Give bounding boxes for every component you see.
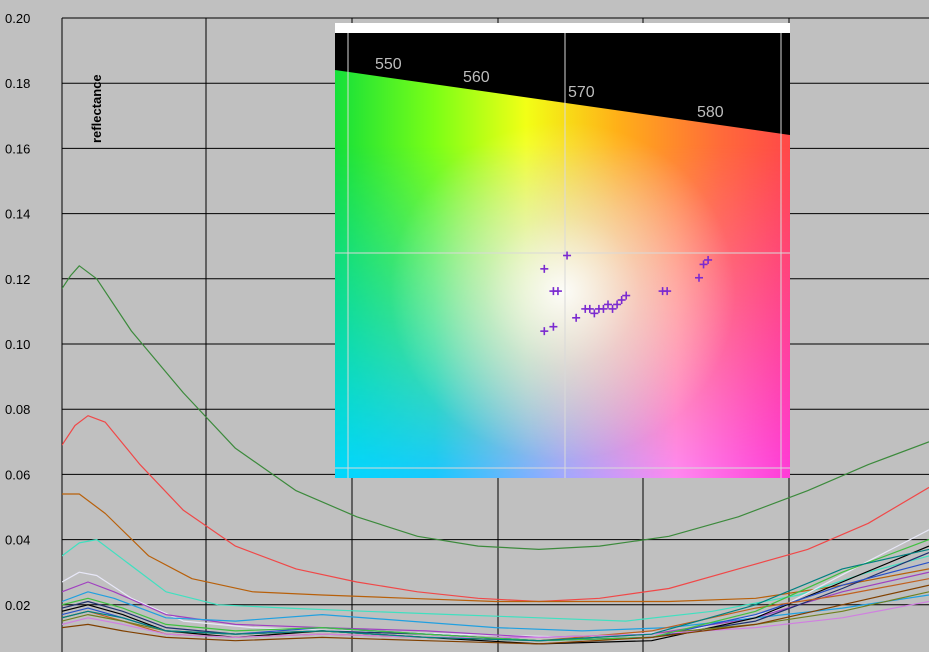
wavelength-label-550: 550 bbox=[375, 56, 402, 73]
series-line-3 bbox=[62, 539, 929, 622]
y-tick-label-8: 0.18 bbox=[5, 76, 30, 91]
inset-marker-11 bbox=[599, 304, 608, 313]
y-tick-labels: 0.02 0.04 0.06 0.08 0.10 0.12 0.14 0.16 0.18 0.20 bbox=[5, 11, 30, 613]
inset-marker-8 bbox=[585, 304, 594, 313]
inset-marker-6 bbox=[572, 313, 581, 322]
inset-marker-14 bbox=[613, 300, 622, 309]
series-line-7 bbox=[62, 552, 929, 642]
y-tick-label-5: 0.12 bbox=[5, 272, 30, 287]
series-line-5 bbox=[62, 571, 929, 638]
y-tick-label-7: 0.16 bbox=[5, 141, 30, 156]
y-axis-label: reflectance bbox=[89, 74, 104, 143]
inset-marker-0 bbox=[540, 264, 549, 273]
inset-marker-9 bbox=[590, 309, 599, 318]
wavelength-label-560: 560 bbox=[463, 69, 490, 86]
series-line-15 bbox=[62, 548, 929, 642]
y-tick-label-0: 0.02 bbox=[5, 598, 30, 613]
series-lines bbox=[62, 265, 929, 645]
series-line-14 bbox=[62, 584, 929, 645]
inset-marker-3 bbox=[563, 251, 572, 260]
inset-marker-2 bbox=[553, 287, 562, 296]
series-line-10 bbox=[62, 578, 929, 642]
inset-marker-13 bbox=[608, 304, 617, 313]
y-tick-label-9: 0.20 bbox=[5, 11, 30, 26]
inset-markers bbox=[540, 251, 713, 336]
inset-spectral-mask bbox=[335, 33, 790, 135]
y-tick-label-6: 0.14 bbox=[5, 207, 30, 222]
inset-marker-4 bbox=[540, 327, 549, 336]
series-line-12 bbox=[62, 600, 929, 638]
y-tick-label-1: 0.04 bbox=[5, 533, 30, 548]
y-tick-label-4: 0.10 bbox=[5, 337, 30, 352]
wavelength-label-580: 580 bbox=[697, 104, 724, 121]
chromaticity-inset: 550 560 570 580 bbox=[335, 23, 790, 478]
inset-marker-16 bbox=[622, 291, 631, 300]
inset-marker-19 bbox=[695, 273, 703, 282]
series-line-1 bbox=[62, 415, 929, 603]
inset-marker-21 bbox=[704, 255, 713, 264]
inset-marker-12 bbox=[604, 300, 612, 309]
inset-marker-5 bbox=[549, 322, 558, 331]
series-line-0 bbox=[62, 265, 929, 550]
y-tick-label-2: 0.06 bbox=[5, 467, 30, 482]
series-line-2 bbox=[62, 493, 929, 603]
inset-marker-15 bbox=[617, 296, 626, 304]
inset-marker-20 bbox=[699, 260, 708, 269]
series-line-4 bbox=[62, 529, 929, 638]
wavelength-label-570: 570 bbox=[568, 84, 595, 101]
y-tick-label-3: 0.08 bbox=[5, 402, 30, 417]
inset-marker-18 bbox=[663, 287, 672, 296]
series-line-13 bbox=[62, 539, 929, 642]
